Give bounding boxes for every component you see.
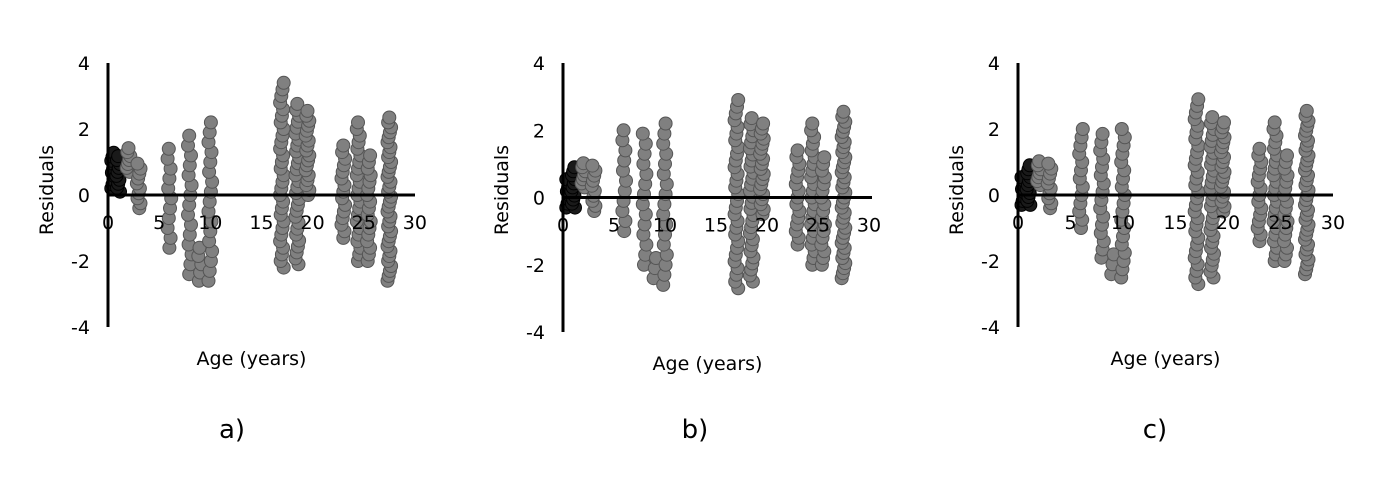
data-point bbox=[1114, 122, 1129, 136]
y-tick-label: -4 bbox=[981, 317, 1000, 339]
data-point bbox=[130, 156, 145, 171]
data-points bbox=[104, 75, 399, 288]
data-point bbox=[1217, 115, 1231, 130]
x-tick-label: 20 bbox=[1216, 212, 1240, 234]
data-point bbox=[635, 126, 650, 141]
data-point bbox=[744, 111, 759, 126]
x-tick-label: 5 bbox=[1064, 212, 1076, 234]
data-point bbox=[616, 123, 631, 138]
data-point bbox=[1252, 141, 1267, 156]
x-tick-label: 0 bbox=[557, 215, 569, 237]
x-tick-label: 30 bbox=[403, 212, 427, 234]
x-tick-label: 20 bbox=[301, 212, 325, 234]
x-tick-label: 10 bbox=[653, 215, 677, 237]
data-point bbox=[182, 128, 197, 143]
y-tick-label: 4 bbox=[988, 53, 1000, 75]
y-tick-label: 2 bbox=[988, 119, 1000, 141]
x-tick-label: 20 bbox=[755, 215, 779, 237]
x-axis-title: Age (years) bbox=[197, 348, 307, 370]
x-tick-label: 10 bbox=[1111, 212, 1135, 234]
data-point bbox=[805, 116, 820, 131]
y-tick-label: 0 bbox=[533, 188, 545, 210]
data-point bbox=[1191, 92, 1206, 107]
x-tick-label: 5 bbox=[608, 215, 620, 237]
y-tick-label: -2 bbox=[71, 251, 90, 273]
x-tick-label: 25 bbox=[806, 215, 830, 237]
data-point bbox=[300, 103, 315, 118]
x-tick-label: 25 bbox=[1268, 212, 1292, 234]
y-tick-label: -2 bbox=[981, 251, 1000, 273]
panel-label: c) bbox=[1143, 415, 1167, 445]
data-points bbox=[1014, 92, 1316, 292]
data-point bbox=[836, 104, 851, 119]
x-tick-label: 10 bbox=[198, 212, 222, 234]
data-point bbox=[336, 138, 351, 153]
y-tick-label: 2 bbox=[78, 119, 90, 141]
data-point bbox=[161, 141, 176, 156]
y-axis-title: Residuals bbox=[491, 145, 513, 235]
y-axis-title: Residuals bbox=[946, 145, 968, 235]
data-point bbox=[1299, 103, 1314, 118]
panel-label: a) bbox=[219, 415, 245, 445]
y-tick-label: -2 bbox=[526, 255, 545, 277]
data-point bbox=[121, 141, 136, 156]
x-tick-label: 0 bbox=[1012, 212, 1024, 234]
data-point bbox=[658, 116, 673, 131]
data-point bbox=[382, 110, 397, 125]
y-tick-label: -4 bbox=[71, 317, 90, 339]
y-tick-label: 0 bbox=[78, 185, 90, 207]
x-tick-label: 15 bbox=[1163, 212, 1187, 234]
data-point bbox=[585, 158, 600, 173]
data-point bbox=[1267, 115, 1282, 130]
data-point bbox=[203, 115, 218, 130]
x-tick-label: 15 bbox=[249, 212, 273, 234]
data-point bbox=[1075, 122, 1090, 136]
data-point bbox=[276, 75, 291, 90]
x-tick-label: 15 bbox=[704, 215, 728, 237]
data-point bbox=[351, 115, 365, 130]
y-tick-label: 0 bbox=[988, 185, 1000, 207]
x-axis-title: Age (years) bbox=[653, 353, 763, 375]
data-point bbox=[290, 96, 305, 111]
data-point bbox=[790, 143, 805, 158]
data-point bbox=[1205, 110, 1220, 125]
data-point bbox=[1095, 126, 1110, 141]
x-tick-label: 30 bbox=[857, 215, 881, 237]
y-tick-label: -4 bbox=[526, 322, 545, 344]
y-tick-label: 2 bbox=[533, 120, 545, 142]
chart-panel-3: -4 -2 0 2 4 0 5 10 15 20 25 30 Age (years) Residuals c… bbox=[946, 53, 1345, 445]
x-tick-label: 25 bbox=[352, 212, 376, 234]
chart-panel-1: -4 -2 0 2 4 0 5 10 15 20 25 30 Age (years) Residuals a… bbox=[36, 53, 427, 445]
x-tick-label: 5 bbox=[153, 212, 165, 234]
y-axis-title: Residuals bbox=[36, 145, 58, 235]
data-point bbox=[363, 148, 378, 163]
x-tick-label: 30 bbox=[1321, 212, 1345, 234]
data-point bbox=[756, 116, 771, 131]
x-axis-title: Age (years) bbox=[1111, 348, 1221, 370]
data-point bbox=[817, 150, 832, 165]
y-tick-label: 4 bbox=[533, 53, 545, 75]
data-point bbox=[1280, 148, 1294, 163]
data-points bbox=[559, 93, 853, 296]
data-point bbox=[731, 93, 746, 107]
chart-panel-2: -4 -2 0 2 4 0 5 10 15 20 25 30 Age (years) Residuals b… bbox=[491, 53, 881, 445]
data-point bbox=[1041, 156, 1056, 171]
x-tick-label: 0 bbox=[102, 212, 114, 234]
y-tick-label: 4 bbox=[78, 53, 90, 75]
panel-label: b) bbox=[682, 415, 709, 445]
